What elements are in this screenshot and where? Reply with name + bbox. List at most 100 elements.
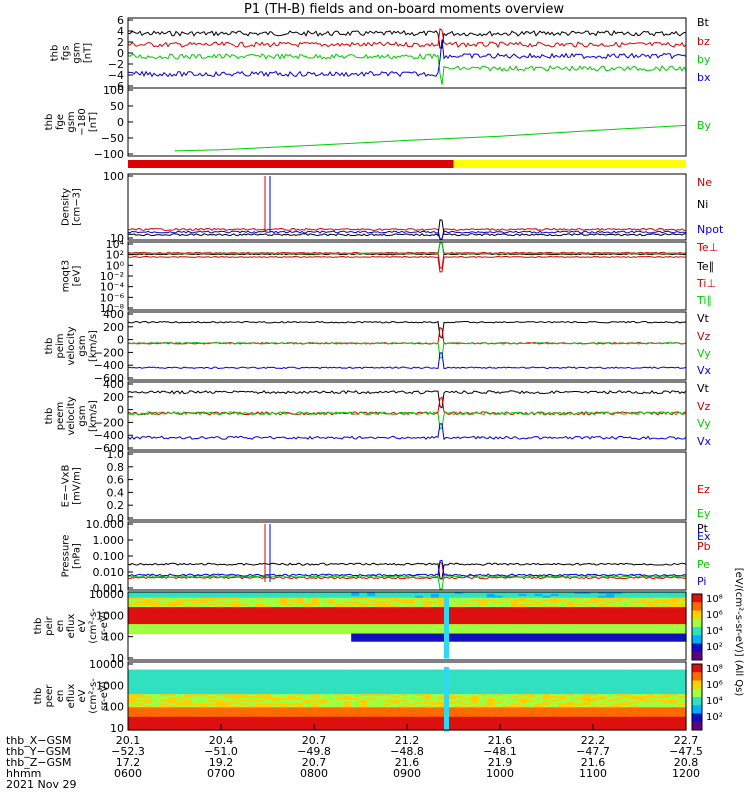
spectrogram-cell — [175, 610, 185, 614]
spectrogram-cell — [478, 627, 488, 631]
spectrogram-cell — [614, 629, 623, 633]
spectrogram-cell — [375, 713, 384, 716]
spectrogram-cell — [151, 720, 161, 724]
spectrogram-cell — [135, 677, 145, 680]
spectrogram-cell — [654, 707, 663, 710]
spectrogram-cell — [351, 716, 360, 720]
spectrogram-cell — [311, 593, 320, 597]
spectrogram-cell — [558, 669, 568, 673]
spectrogram-cell — [446, 622, 456, 625]
y-tick-label: 0 — [117, 116, 124, 129]
spectrogram-cell — [454, 699, 464, 703]
spectrogram-cell — [207, 690, 217, 693]
spectrogram-cell — [646, 620, 655, 623]
spectrogram-cell — [638, 688, 647, 691]
spectrogram-cell — [486, 675, 496, 678]
spectrogram-cell — [590, 714, 599, 718]
spectrogram-cell — [614, 620, 623, 623]
spectrogram-cell — [391, 633, 400, 637]
spectrogram-cell — [582, 612, 591, 616]
spectrogram-cell — [383, 684, 392, 688]
spectrogram-cell — [223, 701, 233, 705]
spectrogram-cell — [391, 726, 400, 729]
spectrogram-cell — [271, 694, 281, 697]
spectrogram-cell — [558, 607, 568, 610]
spectrogram-cell — [446, 673, 456, 676]
spectrogram-cell — [510, 599, 520, 603]
spectrogram-cell — [135, 718, 145, 722]
spectrogram-cell — [446, 616, 456, 620]
spectrogram-cell — [638, 593, 647, 597]
spectrogram-cell — [391, 605, 400, 608]
spectrogram-cell — [486, 697, 496, 701]
spectrogram-cell — [128, 722, 137, 725]
spectrogram-cell — [175, 711, 185, 714]
spectrogram-cell — [255, 629, 265, 633]
spectrogram-cell — [367, 633, 376, 637]
spectrogram-cell — [407, 716, 416, 720]
spectrogram-cell — [518, 633, 528, 637]
spectrogram-cell — [151, 597, 161, 601]
spectrogram-cell — [622, 610, 631, 614]
spectrogram-cell — [335, 620, 344, 623]
spectrogram-cell — [590, 720, 599, 724]
spectrogram-cell — [295, 618, 304, 621]
spectrogram-cell — [582, 618, 591, 621]
spectrogram-cell — [630, 673, 639, 676]
spectrogram-cell — [295, 599, 304, 603]
spectrogram-cell — [550, 601, 560, 604]
spectrogram-cell — [422, 637, 432, 640]
spectrogram-cell — [622, 631, 631, 635]
spectrogram-cell — [542, 631, 552, 635]
spectrogram-cell — [327, 620, 336, 623]
spectrogram-cell — [518, 688, 528, 691]
spectrogram-cell — [414, 675, 424, 678]
spectrogram-cell — [454, 718, 464, 722]
spectrogram-cell — [422, 724, 432, 727]
spectrogram-cell — [670, 614, 679, 618]
spectrogram-cell — [399, 726, 408, 729]
spectrogram-cell — [430, 679, 440, 682]
spectrogram-cell — [654, 624, 663, 627]
spectrogram-cell — [646, 707, 655, 710]
spectrogram-cell — [630, 610, 639, 614]
spectrogram-cell — [239, 671, 249, 674]
spectrogram-cell — [438, 680, 448, 684]
spectrogram-cell — [550, 633, 560, 637]
spectrogram-cell — [128, 680, 137, 684]
spectrogram-cell — [135, 726, 145, 729]
spectrogram-cell — [670, 595, 679, 599]
spectrogram-cell — [383, 607, 392, 610]
x-tick-label: 1100 — [579, 767, 607, 780]
spectrogram-cell — [654, 684, 663, 688]
spectrogram-cell — [606, 696, 615, 699]
spectrogram-cell — [191, 697, 201, 701]
spectrogram-cell — [351, 607, 360, 610]
x-tick-label: 0600 — [114, 767, 142, 780]
spectrogram-cell — [183, 673, 193, 676]
spectrogram-cell — [399, 618, 408, 621]
x-tick-label: 21.6 — [581, 756, 606, 769]
spectrogram-cell — [462, 597, 472, 601]
spectrogram-cell — [223, 714, 233, 718]
spectrogram-cell — [335, 679, 344, 682]
spectrogram-cell — [151, 705, 161, 708]
spectrogram-cell — [534, 597, 544, 601]
spectrogram-cell — [414, 614, 424, 618]
spectrogram-cell — [295, 597, 304, 601]
spectrogram-cell — [566, 684, 575, 688]
spectrogram-cell — [327, 724, 336, 727]
spectrogram-cell — [391, 709, 400, 712]
spectrogram-cell — [239, 679, 249, 682]
spectrogram-cell — [375, 682, 384, 686]
spectrogram-cell — [638, 631, 647, 635]
spectrogram-cell — [670, 680, 679, 684]
spectrogram-cell — [335, 699, 344, 703]
spectrogram-cell — [558, 701, 568, 705]
spectrogram-cell — [319, 714, 328, 718]
spectrogram-cell — [630, 713, 639, 716]
spectrogram-cell — [223, 669, 233, 673]
y-tick-label: −50 — [101, 132, 124, 145]
y-axis-label: thb — [44, 408, 55, 425]
spectrogram-cell — [662, 709, 671, 712]
